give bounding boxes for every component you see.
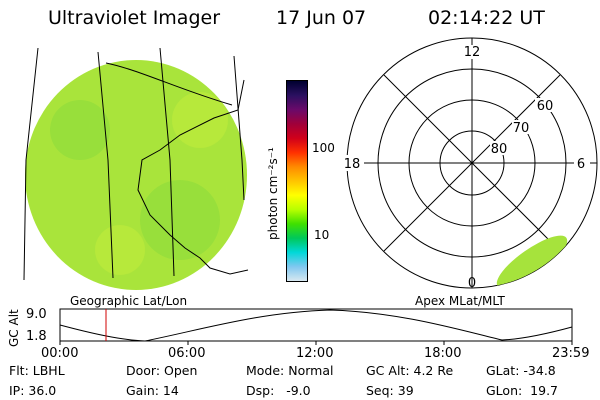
colorbar-tick-100: 100 bbox=[312, 141, 335, 155]
orbit-xtick-2359: 23:59 bbox=[552, 346, 589, 361]
geographic-grid bbox=[23, 47, 249, 281]
altitude-curve bbox=[59, 309, 573, 342]
orbit-xtick-1800: 18:00 bbox=[424, 346, 461, 361]
orbit-xtick-1200: 12:00 bbox=[296, 346, 333, 361]
orbit-ytick-1-8: 1.8 bbox=[26, 329, 47, 344]
gain-readout: Gain: 14 bbox=[126, 383, 179, 398]
mlt-label-right: 6 bbox=[577, 157, 585, 172]
orbit-x-ticks bbox=[59, 341, 573, 345]
colorbar-tick-10: 10 bbox=[314, 228, 330, 242]
lat-label-60: 60 bbox=[537, 99, 554, 114]
date-label: 17 Jun 07 bbox=[276, 7, 367, 29]
orbit-xtick-0000: 00:00 bbox=[41, 346, 78, 361]
filter-readout: Flt: LBHL bbox=[9, 363, 65, 378]
instrument-title: Ultraviolet Imager bbox=[48, 7, 221, 29]
glon-readout: GLon: 19.7 bbox=[486, 383, 558, 398]
orbit-ylabel: GC Alt bbox=[7, 309, 21, 347]
orbit-ytick-9: 9.0 bbox=[26, 307, 47, 322]
colorbar-gradient bbox=[287, 81, 307, 281]
orbit-plot-frame bbox=[59, 308, 573, 342]
orbit-xtick-0600: 06:00 bbox=[168, 346, 205, 361]
gc-alt-readout: GC Alt: 4.2 Re bbox=[366, 363, 454, 378]
ip-readout: IP: 36.0 bbox=[9, 383, 57, 398]
mlt-label-left: 18 bbox=[344, 157, 361, 172]
seq-readout: Seq: 39 bbox=[366, 383, 414, 398]
dsp-readout: Dsp: -9.0 bbox=[246, 383, 311, 398]
auroral-emission-disk bbox=[25, 60, 247, 290]
polar-auroral-region bbox=[496, 235, 568, 288]
mode-readout: Mode: Normal bbox=[246, 363, 334, 378]
polar-panel-label: Apex MLat/MLT bbox=[415, 294, 505, 308]
polar-diagonal-2 bbox=[383, 74, 561, 252]
lat-label-70: 70 bbox=[513, 121, 530, 136]
door-readout: Door: Open bbox=[126, 363, 198, 378]
coastline bbox=[137, 79, 249, 275]
time-label: 02:14:22 UT bbox=[428, 7, 545, 29]
glat-readout: GLat: -34.8 bbox=[486, 363, 556, 378]
mlt-label-bottom: 0 bbox=[468, 276, 476, 291]
lat-label-80: 80 bbox=[491, 142, 508, 157]
mlt-label-top: 12 bbox=[464, 45, 481, 60]
geographic-panel-label: Geographic Lat/Lon bbox=[70, 294, 188, 308]
colorbar bbox=[286, 80, 308, 282]
